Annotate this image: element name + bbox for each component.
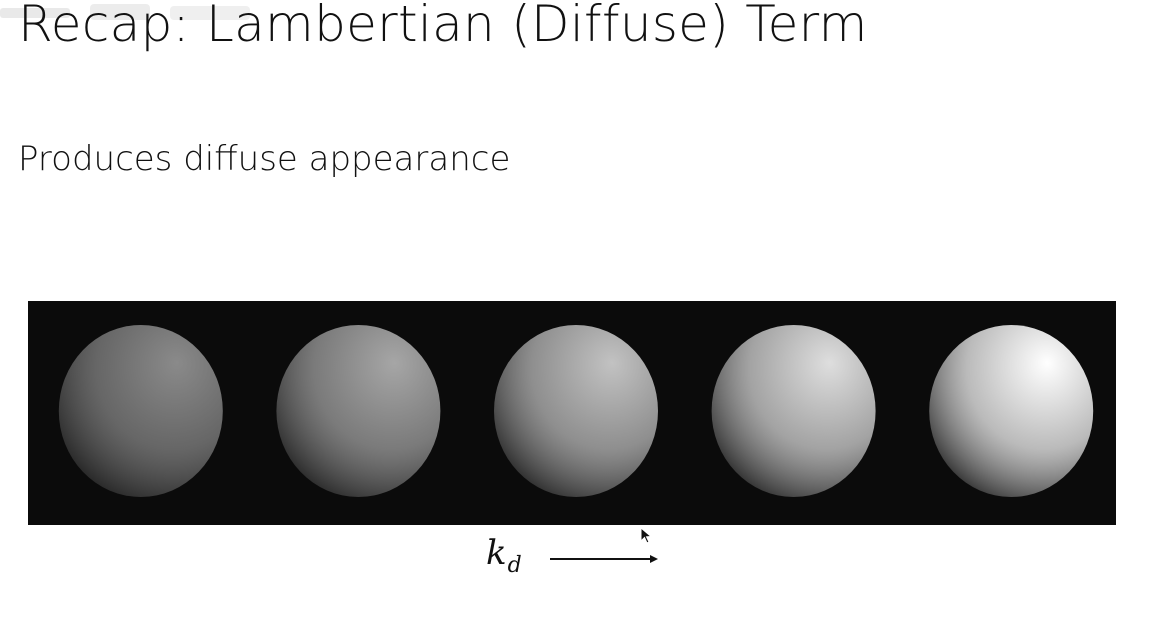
- kd-label: kd: [486, 533, 522, 577]
- right-arrow-icon: [550, 555, 658, 563]
- sphere-1: [58, 325, 223, 497]
- slide-title: Recap: Lambertian (Diffuse) Term: [18, 0, 868, 53]
- sphere-3: [494, 325, 658, 497]
- slide-subtitle: Produces diffuse appearance: [18, 139, 511, 179]
- kd-label-base: k: [486, 533, 507, 573]
- sphere-5: [929, 325, 1094, 497]
- sphere-4: [711, 325, 876, 497]
- kd-label-subscript: d: [507, 553, 522, 578]
- mouse-pointer-icon: [640, 527, 653, 544]
- sphere-group: [58, 325, 1094, 497]
- sphere-figure-canvas: [28, 301, 1116, 525]
- sphere-figure: [28, 301, 1116, 525]
- sphere-2: [276, 325, 441, 497]
- watermark-logo: [0, 4, 250, 20]
